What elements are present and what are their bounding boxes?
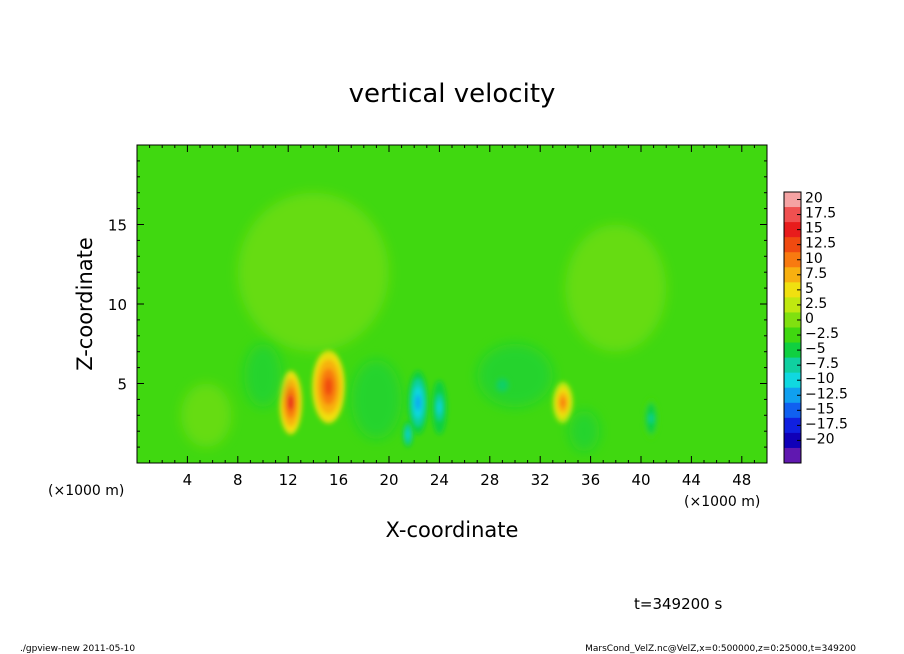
colorbar-label: 2.5 bbox=[805, 296, 827, 312]
x-tick-label: 24 bbox=[430, 471, 449, 489]
x-axis: 4 8 12 16 20 24 28 32 36 40 44 48 bbox=[149, 145, 755, 489]
colorbar-band bbox=[784, 237, 801, 253]
velocity-field bbox=[137, 145, 767, 463]
colorbar-band bbox=[784, 417, 801, 434]
field-feature-weak_up bbox=[565, 224, 667, 352]
colorbar-band bbox=[784, 282, 801, 298]
field-feature-weak_down bbox=[351, 359, 402, 440]
colorbar-band bbox=[784, 252, 801, 268]
y-axis: 5 10 15 bbox=[108, 160, 767, 448]
x-tick-label: 44 bbox=[682, 471, 701, 489]
x-tick-label: 48 bbox=[732, 471, 751, 489]
colorbar-label: 10 bbox=[805, 251, 823, 267]
x-tick-label: 40 bbox=[631, 471, 650, 489]
colorbar-label: 20 bbox=[805, 191, 823, 207]
x-tick-label: 36 bbox=[581, 471, 600, 489]
colorbar-label: 5 bbox=[805, 281, 814, 297]
colorbar-band bbox=[784, 342, 801, 359]
y-tick-label: 10 bbox=[108, 296, 127, 314]
y-tick-label: 15 bbox=[108, 217, 127, 235]
colorbar-band bbox=[784, 207, 801, 223]
x-tick-label: 28 bbox=[480, 471, 499, 489]
colorbar-label: 12.5 bbox=[805, 236, 836, 252]
x-tick-label: 32 bbox=[531, 471, 550, 489]
field-feature-downdraft bbox=[402, 421, 413, 448]
x-tick-label: 8 bbox=[233, 471, 243, 489]
colorbar-band bbox=[784, 357, 801, 374]
colorbar-label: −20 bbox=[805, 431, 835, 447]
footer-right: MarsCond_VelZ.nc@VelZ,x=0:500000,z=0:250… bbox=[585, 644, 856, 654]
colorbar-label: −12.5 bbox=[805, 386, 848, 402]
colorbar-label: −17.5 bbox=[805, 416, 848, 432]
colorbar-band bbox=[784, 447, 801, 464]
colorbar-frame bbox=[783, 191, 802, 464]
x-unit-note: (×1000 m) bbox=[48, 483, 124, 499]
colorbar-band bbox=[784, 192, 801, 208]
colorbar-band bbox=[784, 327, 801, 344]
colorbar-band bbox=[784, 312, 801, 328]
x-tick-label: 4 bbox=[183, 471, 193, 489]
field-feature-downdraft bbox=[407, 370, 429, 435]
colorbar: 2017.51512.5107.552.50−2.5−5−7.5−10−12.5… bbox=[783, 191, 848, 464]
colorbar-label: 7.5 bbox=[805, 266, 827, 282]
field-feature-updraft bbox=[552, 381, 573, 424]
y-axis-label: Z-coordinate bbox=[73, 237, 97, 371]
x-tick-label: 20 bbox=[379, 471, 398, 489]
field-feature-downdraft bbox=[643, 397, 659, 440]
colorbar-label: −15 bbox=[805, 401, 835, 417]
colorbar-band bbox=[784, 267, 801, 283]
chart-title: vertical velocity bbox=[349, 79, 556, 109]
x-tick-label: 16 bbox=[329, 471, 348, 489]
field-feature-updraft bbox=[279, 370, 303, 435]
colorbar-band bbox=[784, 432, 801, 449]
field-feature-weak_up bbox=[181, 383, 232, 448]
field-feature-updraft bbox=[312, 350, 345, 424]
x-unit-note-right: (×1000 m) bbox=[684, 494, 760, 510]
colorbar-label: −10 bbox=[805, 371, 835, 387]
colorbar-label: 0 bbox=[805, 311, 814, 327]
footer-left: ./gpview-new 2011-05-10 bbox=[20, 644, 135, 654]
colorbar-label: −5 bbox=[805, 341, 826, 357]
field-feature-weak_down bbox=[569, 410, 600, 452]
colorbar-band bbox=[784, 297, 801, 313]
colorbar-band bbox=[784, 402, 801, 419]
time-annotation: t=349200 s bbox=[634, 595, 722, 613]
colorbar-label: −7.5 bbox=[805, 356, 839, 372]
y-tick-label: 5 bbox=[117, 376, 127, 394]
field-feature-weak_up bbox=[237, 192, 389, 352]
colorbar-band bbox=[784, 222, 801, 238]
colorbar-label: 17.5 bbox=[805, 206, 836, 222]
colorbar-band bbox=[784, 372, 801, 389]
field-feature-weak_down bbox=[477, 343, 553, 408]
colorbar-label: −2.5 bbox=[805, 326, 839, 342]
x-tick-label: 12 bbox=[279, 471, 298, 489]
colorbar-label: 15 bbox=[805, 221, 823, 237]
x-axis-label: X-coordinate bbox=[386, 518, 519, 542]
field-feature-downdraft bbox=[431, 380, 447, 435]
field-feature-weak_down bbox=[244, 343, 282, 408]
colorbar-band bbox=[784, 387, 801, 404]
